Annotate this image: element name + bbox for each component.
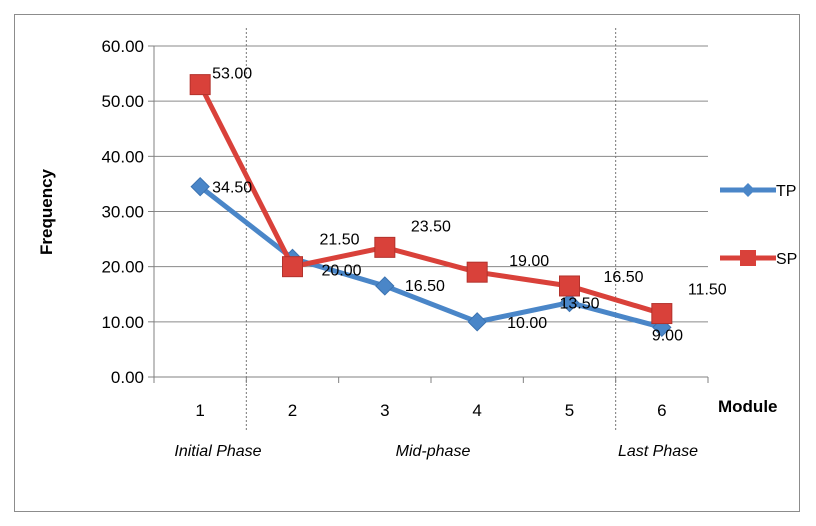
legend-item-tp: TP <box>720 183 796 200</box>
y-tick-label: 20.00 <box>101 258 144 277</box>
series-tp <box>190 176 672 338</box>
tp-marker <box>467 312 487 332</box>
data-label-sp: 20.00 <box>322 263 362 280</box>
data-label-tp: 16.50 <box>405 278 445 295</box>
x-tick-label: 4 <box>472 401 481 420</box>
x-tick-label: 3 <box>380 401 389 420</box>
chart-frame <box>14 14 800 512</box>
legend-item-sp: SP <box>720 250 797 268</box>
y-axis-title: Frequency <box>37 168 56 255</box>
data-label-sp: 11.50 <box>688 282 727 299</box>
y-tick-label: 40.00 <box>101 147 144 166</box>
phase-label-initial: Initial Phase <box>174 443 261 460</box>
y-tick-label: 60.00 <box>101 37 144 56</box>
tp-marker <box>559 292 580 313</box>
y-tick-label: 0.00 <box>111 368 144 387</box>
series-sp <box>189 74 673 325</box>
y-tick-label: 30.00 <box>101 203 144 222</box>
data-label-sp: 19.00 <box>509 253 549 270</box>
sp-marker <box>282 256 303 278</box>
x-tick-label: 2 <box>288 401 297 420</box>
data-label-sp: 16.50 <box>604 269 644 286</box>
series-line-tp <box>198 184 663 330</box>
sp-marker <box>651 303 673 325</box>
sp-marker <box>559 275 580 297</box>
legend: TP SP <box>720 183 797 268</box>
sp-marker <box>189 74 211 96</box>
sp-marker <box>374 236 396 258</box>
legend-marker-tp <box>741 183 755 197</box>
series-lines <box>189 74 673 338</box>
x-tick-label: 5 <box>565 401 574 420</box>
data-label-tp: 9.00 <box>652 327 683 344</box>
data-labels: 34.50 21.50 16.50 10.00 13.50 9.00 53.00 20.00 2… <box>212 66 727 345</box>
data-label-tp: 10.00 <box>507 315 547 332</box>
y-tick-label: 50.00 <box>101 92 144 111</box>
x-tick-label: 6 <box>657 401 666 420</box>
series-line-sp <box>197 83 663 316</box>
legend-label: SP <box>776 251 797 268</box>
y-tick-label: 10.00 <box>101 313 144 332</box>
data-label-tp: 34.50 <box>212 180 252 197</box>
data-label-tp: 13.50 <box>560 296 600 313</box>
data-label-sp: 23.50 <box>411 218 451 235</box>
data-label-sp: 53.00 <box>212 66 252 83</box>
tp-marker <box>375 276 395 296</box>
tp-marker <box>190 176 210 197</box>
sp-marker <box>466 261 488 283</box>
x-axis-title: Module <box>718 397 778 416</box>
phase-dividers <box>245 28 617 430</box>
phase-label-mid: Mid-phase <box>396 443 471 460</box>
phase-label-last: Last Phase <box>618 443 698 460</box>
data-label-tp: 21.50 <box>320 231 360 248</box>
legend-marker-sp <box>740 250 756 266</box>
x-tick-label: 1 <box>195 401 204 420</box>
axes: 0.00 10.00 20.00 30.00 40.00 50.00 60.00 1 2 3 4 5 6 <box>101 37 709 420</box>
legend-label: TP <box>776 183 796 200</box>
